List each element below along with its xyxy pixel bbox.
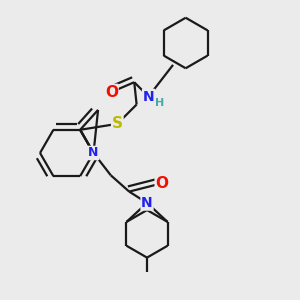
Text: O: O xyxy=(155,176,168,191)
Text: N: N xyxy=(88,146,99,160)
Text: H: H xyxy=(155,98,165,108)
Text: N: N xyxy=(141,196,153,210)
Text: N: N xyxy=(143,89,154,103)
Text: O: O xyxy=(105,85,118,100)
Text: S: S xyxy=(112,116,123,131)
